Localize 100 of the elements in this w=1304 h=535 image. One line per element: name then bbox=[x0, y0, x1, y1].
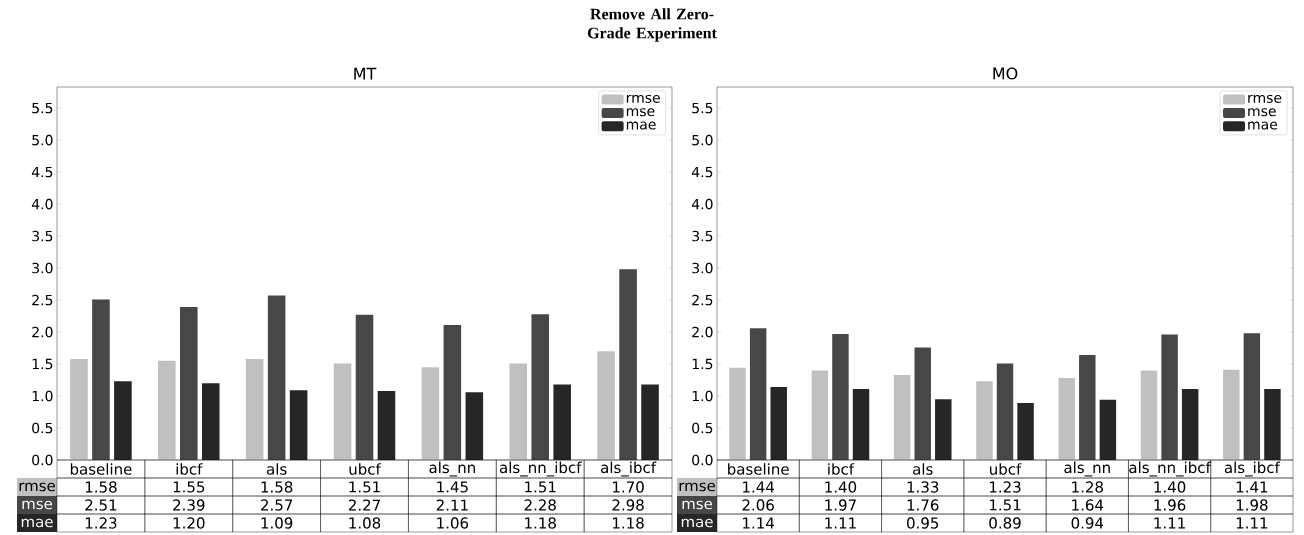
bar bbox=[729, 367, 746, 460]
bar bbox=[245, 358, 264, 460]
bar bbox=[333, 363, 352, 460]
chart-title: MO bbox=[993, 67, 1018, 80]
bar bbox=[914, 347, 931, 460]
bar bbox=[996, 363, 1014, 460]
data-label: 1.06 bbox=[437, 517, 469, 529]
data-label: 1.58 bbox=[85, 481, 117, 493]
bar bbox=[267, 295, 286, 460]
data-label: 1.45 bbox=[437, 481, 468, 493]
y-tick-label: 2.5 bbox=[32, 294, 53, 306]
y-tick-label: 0.0 bbox=[32, 454, 53, 466]
data-label: 1.70 bbox=[613, 481, 644, 493]
data-label: 2.39 bbox=[173, 499, 205, 511]
x-tick-label: baseline bbox=[728, 463, 789, 475]
data-label: 1.98 bbox=[1236, 499, 1268, 511]
x-tick-label: ubcf bbox=[349, 463, 382, 475]
legend-label: mse bbox=[626, 108, 655, 117]
bar bbox=[935, 399, 952, 460]
y-tick-label: 0.5 bbox=[32, 422, 53, 434]
x-tick-label: als bbox=[266, 463, 287, 475]
legend-label: mae bbox=[1248, 121, 1278, 130]
bar bbox=[377, 390, 396, 460]
x-tick-label: als_nn_ibcf bbox=[499, 461, 582, 477]
legend-label: rmse bbox=[1248, 94, 1282, 103]
bar bbox=[1264, 388, 1281, 460]
y-tick-label: 1.0 bbox=[692, 390, 713, 402]
data-label: 1.51 bbox=[349, 481, 380, 493]
data-label: 1.58 bbox=[261, 481, 293, 493]
text: mae bbox=[681, 518, 713, 528]
x-tick-label: als bbox=[913, 463, 933, 475]
bar bbox=[465, 392, 484, 460]
data-label: 1.28 bbox=[1072, 481, 1103, 493]
legend-label: rmse bbox=[626, 94, 660, 103]
y-tick-label: 0.0 bbox=[692, 454, 713, 466]
bar bbox=[201, 383, 220, 460]
bar bbox=[1099, 399, 1117, 460]
data-label: 1.51 bbox=[525, 481, 556, 493]
legend-label: mse bbox=[1248, 108, 1276, 117]
data-label: 1.40 bbox=[825, 481, 857, 493]
data-label: 1.11 bbox=[1236, 517, 1268, 529]
y-tick-label: 5.0 bbox=[32, 134, 53, 146]
data-label: 2.11 bbox=[436, 499, 468, 511]
bar bbox=[421, 367, 440, 460]
data-label: 1.44 bbox=[743, 481, 775, 493]
y-tick-label: 3.0 bbox=[692, 262, 713, 274]
bar bbox=[92, 299, 110, 460]
y-tick-label: 5.5 bbox=[32, 102, 53, 114]
chart-title: MT bbox=[354, 67, 377, 80]
bar bbox=[180, 307, 198, 460]
data-label: 1.76 bbox=[907, 499, 939, 511]
y-tick-label: 4.5 bbox=[31, 166, 53, 178]
data-label: 2.06 bbox=[742, 499, 774, 511]
bar bbox=[1223, 369, 1240, 460]
data-label: 2.98 bbox=[612, 499, 644, 511]
bar bbox=[70, 358, 88, 460]
data-label: 1.09 bbox=[261, 517, 293, 529]
x-tick-label: als_nn_ibcf bbox=[1129, 461, 1212, 477]
bar bbox=[114, 381, 132, 460]
bar bbox=[443, 325, 462, 460]
bar bbox=[893, 374, 911, 460]
data-label: 2.57 bbox=[261, 499, 293, 511]
x-tick-label: als_nn bbox=[1064, 461, 1110, 477]
bar bbox=[1017, 403, 1034, 460]
y-tick-label: 4.0 bbox=[31, 198, 53, 210]
bar bbox=[1058, 378, 1075, 460]
text: mae bbox=[21, 518, 53, 528]
bar bbox=[811, 370, 829, 460]
data-label: 1.33 bbox=[907, 481, 939, 493]
bar bbox=[1181, 388, 1199, 460]
data-label: 1.11 bbox=[825, 517, 856, 529]
text: mse bbox=[682, 500, 713, 510]
data-label: 1.14 bbox=[743, 517, 775, 529]
data-label: 0.89 bbox=[989, 517, 1021, 529]
text: rmse bbox=[679, 482, 715, 492]
x-tick-label: als_ibcf bbox=[601, 461, 657, 477]
bar bbox=[531, 314, 549, 460]
data-label: 2.51 bbox=[85, 499, 117, 511]
data-label: 1.18 bbox=[613, 517, 644, 529]
bar bbox=[553, 384, 571, 460]
bar bbox=[1161, 334, 1178, 460]
text: Remove All Zero-Grade Experiment bbox=[587, 8, 717, 42]
bar bbox=[619, 269, 637, 460]
x-tick-label: als_ibcf bbox=[1224, 461, 1281, 477]
data-label: 1.96 bbox=[1154, 499, 1186, 511]
x-tick-label: ibcf bbox=[828, 463, 855, 475]
bar bbox=[976, 381, 993, 460]
data-label: 1.18 bbox=[525, 517, 556, 529]
y-tick-label: 3.0 bbox=[32, 262, 53, 274]
data-label: 1.20 bbox=[173, 517, 205, 529]
text: mse bbox=[22, 500, 53, 510]
bar bbox=[641, 384, 659, 460]
x-tick-label: ubcf bbox=[990, 463, 1022, 475]
data-label: 1.23 bbox=[989, 481, 1021, 493]
y-tick-label: 3.5 bbox=[692, 230, 713, 242]
data-label: 1.40 bbox=[1154, 481, 1186, 493]
data-label: 1.08 bbox=[349, 517, 381, 529]
x-tick-label: baseline bbox=[70, 463, 132, 475]
y-tick-label: 1.5 bbox=[32, 358, 53, 370]
data-label: 2.27 bbox=[348, 499, 380, 511]
